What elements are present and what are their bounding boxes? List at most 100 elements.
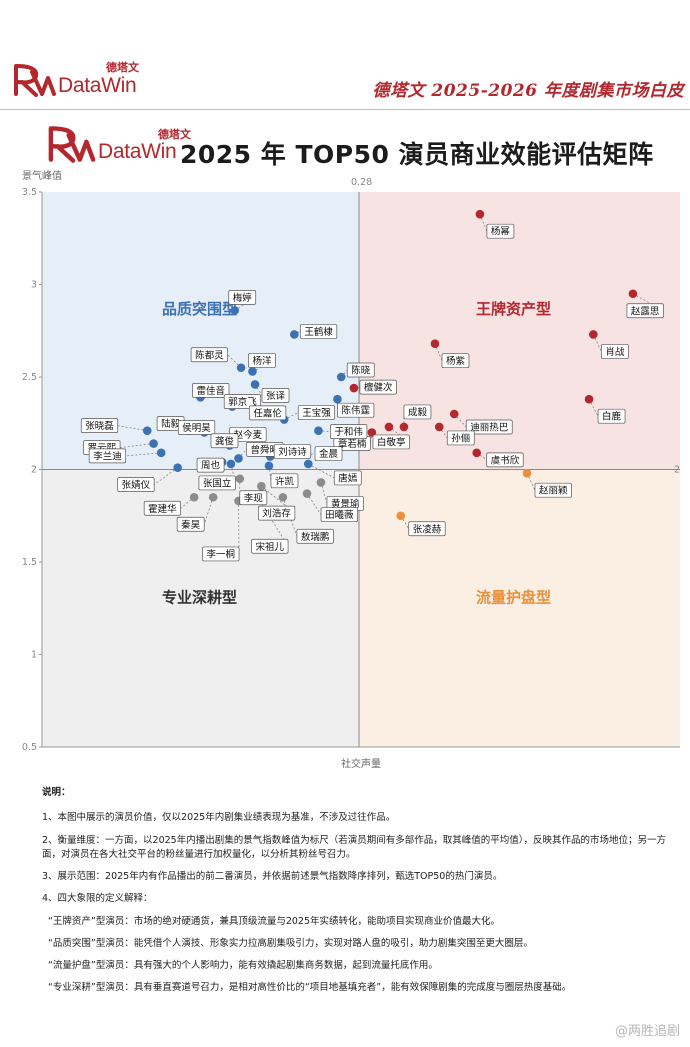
data-point	[189, 492, 199, 502]
leader-line	[593, 334, 602, 352]
quadrant-title-top-left: 品质突围型	[162, 300, 237, 318]
data-point	[250, 380, 260, 389]
point-label-box	[446, 430, 475, 446]
data-point	[396, 511, 406, 521]
leader-line	[526, 473, 536, 491]
point-label: 陆毅	[161, 418, 181, 430]
point-label: 张国立	[203, 477, 232, 489]
leader-line	[180, 496, 195, 509]
data-point	[472, 448, 482, 458]
data-point	[278, 492, 288, 502]
point-label: 龚俊	[215, 435, 235, 447]
data-point	[230, 306, 240, 315]
data-point	[314, 426, 323, 435]
point-label: 章若楠	[338, 438, 367, 450]
leader-line	[308, 463, 335, 479]
point-label: 李一桐	[207, 548, 236, 560]
point-label-box	[239, 490, 268, 506]
point-label-box	[534, 482, 572, 498]
y-tick-label: 2.5	[22, 372, 37, 383]
point-label-box	[626, 303, 664, 319]
point-label: 许凯	[275, 475, 295, 487]
quadrant-title-top-right: 王牌资产型	[476, 300, 551, 318]
point-label-box	[228, 290, 257, 305]
point-label-box	[299, 324, 338, 339]
data-point	[173, 463, 182, 472]
scatter-chart: 景气峰值 社交声量 0.28 2 品质突围型 王牌资产型 专业深耕型 流量护盘型…	[22, 169, 680, 770]
point-label: 王宝强	[302, 407, 331, 419]
point-label: 唐嫣	[338, 472, 358, 484]
point-label-box	[337, 402, 375, 418]
leader-line	[400, 515, 410, 529]
data-point	[236, 363, 246, 373]
point-label: 陈晓	[351, 365, 371, 377]
data-point	[336, 372, 346, 382]
leader-line	[238, 500, 240, 554]
point-label: 张晓磊	[85, 420, 114, 432]
point-label: 陈伟霆	[341, 405, 370, 417]
point-label: 周也	[201, 460, 221, 472]
point-label: 杨洋	[252, 355, 272, 367]
point-label-box	[270, 473, 299, 489]
point-label: 张凌赫	[413, 523, 442, 535]
point-label: 张婧仪	[122, 479, 151, 491]
leader-line	[434, 343, 443, 361]
point-label-box	[223, 394, 262, 409]
point-label-box	[202, 546, 240, 562]
data-point	[316, 478, 326, 487]
point-label-box	[196, 457, 225, 473]
point-label-box	[314, 446, 343, 462]
point-label-box	[192, 383, 230, 398]
definition-item: “品质突围”型演员：能凭借个人演技、形象实力拉高剧集吸引力，实现对路人盘的吸引，…	[48, 937, 533, 949]
point-label-box	[80, 418, 119, 433]
leader-line	[479, 214, 488, 232]
point-label: 刘浩存	[262, 508, 291, 520]
definition-item: “流量护盘”型演员：具有强大的个人影响力，能有效撬起剧集商务数据，起到流量托底作…	[48, 960, 438, 971]
data-point	[149, 439, 158, 448]
quadrant-top-right	[359, 192, 680, 470]
leader-line	[153, 467, 178, 485]
brand-logo: 德塔文 DataWin	[12, 61, 139, 98]
leader-line	[284, 412, 299, 420]
note-item: 4、四大象限的定义解释：	[42, 893, 153, 905]
point-label: 檀健次	[364, 382, 393, 394]
y-axis-label: 景气峰值	[22, 169, 62, 182]
point-label-box	[465, 419, 513, 435]
data-point	[384, 422, 394, 432]
point-label: 金晨	[319, 448, 339, 460]
point-label-box	[251, 538, 289, 554]
definition-item: “专业深耕”型演员：具有垂直赛道号召力，是相对高性价比的“项目地基填充者”，能有…	[48, 982, 572, 994]
data-point	[264, 461, 274, 471]
point-label: 赵今麦	[234, 429, 263, 441]
leader-line	[261, 485, 296, 514]
point-label-box	[297, 405, 336, 420]
data-point	[589, 330, 598, 339]
y-ticks: 3.5 3 2.5 2 1.5 1 0.5	[22, 187, 42, 753]
quadrant-title-bottom-left: 专业深耕型	[162, 589, 237, 607]
point-label: 陈都灵	[195, 349, 224, 361]
data-point	[303, 459, 313, 469]
point-label: 李兰迪	[93, 450, 122, 462]
point-label-box	[249, 405, 287, 421]
y-tick-label: 1.5	[22, 557, 37, 568]
point-label: 刘诗诗	[278, 446, 307, 458]
point-label-box	[210, 433, 239, 449]
header-divider	[0, 109, 690, 110]
title-logo: 德塔文 DataWin	[46, 124, 191, 164]
point-label-box	[273, 444, 312, 459]
point-label-box	[372, 434, 410, 450]
point-label: 田曦薇	[325, 509, 354, 521]
point-label-box	[320, 507, 358, 522]
point-label-box	[117, 477, 155, 492]
point-label: 敖瑞鹏	[301, 531, 330, 543]
data-point	[584, 394, 594, 404]
title-brand-cn: 德塔文	[158, 128, 191, 141]
point-label-box	[359, 379, 397, 395]
point-label-box	[258, 505, 296, 521]
point-label-box	[597, 408, 626, 424]
point-label: 于和伟	[334, 426, 363, 438]
leader-line	[120, 443, 154, 448]
data-point	[449, 409, 459, 419]
point-label: 杨幂	[491, 226, 511, 238]
